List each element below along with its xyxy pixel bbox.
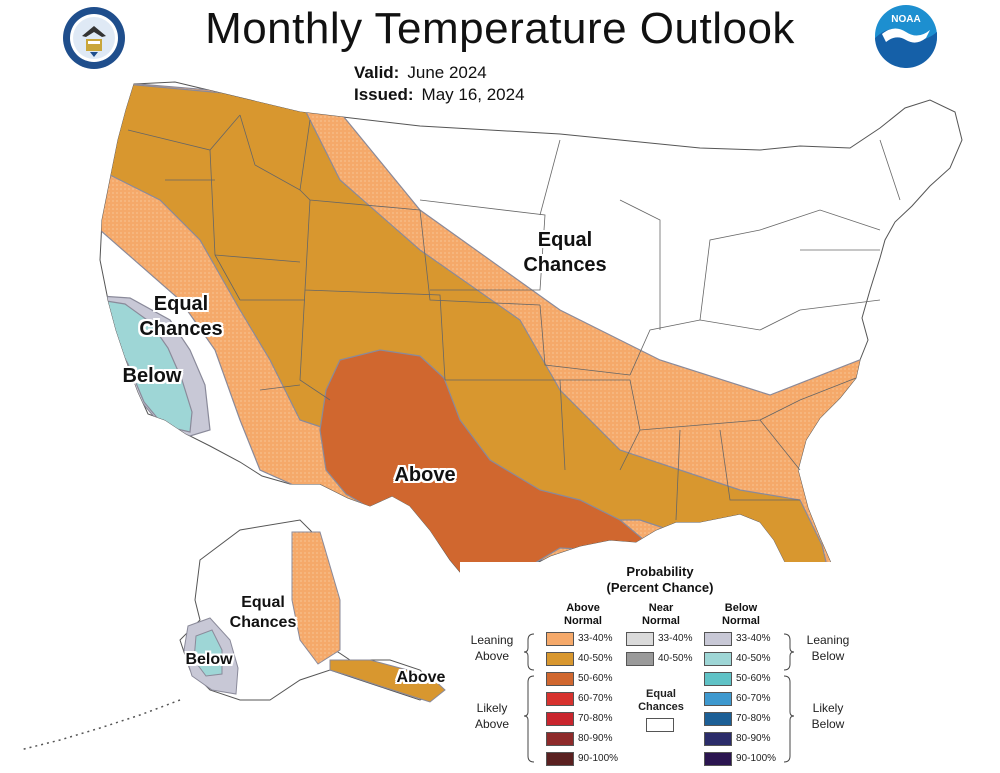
legend-col-above: Above Normal	[564, 602, 602, 627]
legend-above-swatch-60-70	[546, 692, 574, 706]
legend: Probability (Percent Chance) Above Normal …	[460, 562, 860, 772]
legend-below-swatch-80-90	[704, 732, 732, 746]
legend-likely-below: Likely Below	[811, 701, 845, 731]
legend-below-label: 40-50%	[736, 653, 771, 664]
legend-above-swatch-70-80	[546, 712, 574, 726]
department-of-commerce-seal	[63, 7, 125, 69]
legend-above-swatch-50-60	[546, 672, 574, 686]
page-title: Monthly Temperature Outlook	[205, 4, 795, 53]
legend-above-swatch-40-50	[546, 652, 574, 666]
legend-above-label: 50-60%	[578, 673, 613, 684]
legend-leaning-below: Leaning Below	[806, 633, 850, 663]
label-below-west: Below	[122, 365, 182, 387]
legend-below-swatch-60-70	[704, 692, 732, 706]
legend-braces	[523, 633, 795, 763]
legend-near-swatch-40-50	[626, 652, 654, 666]
legend-below-label: 50-60%	[736, 673, 771, 684]
legend-near-swatch-33-40	[626, 632, 654, 646]
legend-below-swatch-33-40	[704, 632, 732, 646]
label-above-alaska: Above	[396, 669, 446, 686]
legend-above-label: 60-70%	[578, 693, 613, 704]
legend-above-label: 90-100%	[578, 753, 619, 764]
label-below-alaska: Below	[185, 651, 233, 668]
label-equal-chances-alaska: Equal Chances	[229, 594, 297, 631]
region-above-40-50-alaska	[329, 659, 446, 703]
label-equal-chances-west: Equal Chances	[139, 293, 223, 340]
legend-below-label: 33-40%	[736, 633, 771, 644]
valid-label: Valid:	[354, 63, 400, 82]
legend-below-swatch-40-50	[704, 652, 732, 666]
legend-below-swatch-50-60	[704, 672, 732, 686]
legend-below-swatch-70-80	[704, 712, 732, 726]
legend-above-label: 40-50%	[578, 653, 613, 664]
issued-label: Issued:	[354, 85, 414, 104]
legend-below-label: 70-80%	[736, 713, 771, 724]
legend-above-label: 80-90%	[578, 733, 613, 744]
legend-above-swatch-33-40	[546, 632, 574, 646]
legend-above-swatch-80-90	[546, 732, 574, 746]
issued-value: May 16, 2024	[421, 85, 525, 104]
valid-value: June 2024	[407, 63, 487, 82]
region-below-40-50-alaska	[193, 629, 223, 677]
label-above-south: Above	[394, 464, 456, 486]
legend-col-below: Below Normal	[722, 602, 760, 627]
legend-above-label: 70-80%	[578, 713, 613, 724]
legend-title: Probability (Percent Chance)	[606, 564, 714, 595]
legend-below-label: 90-100%	[736, 753, 777, 764]
state-boundaries	[127, 114, 901, 521]
alaska	[19, 519, 446, 751]
legend-above-swatch-90-100	[546, 752, 574, 766]
legend-likely-above: Likely Above	[474, 701, 510, 731]
noaa-logo-text: NOAA	[891, 14, 920, 25]
legend-below-label: 60-70%	[736, 693, 771, 704]
aleutian-islands	[19, 699, 181, 751]
legend-near-label: 33-40%	[658, 633, 693, 644]
legend-near-label: 40-50%	[658, 653, 693, 664]
legend-swatch-equal-chances	[646, 718, 674, 732]
label-equal-chances-central: Equal Chances	[523, 229, 607, 276]
legend-below-label: 80-90%	[736, 733, 771, 744]
legend-col-near: Near Normal	[642, 602, 680, 627]
legend-equal-chances: Equal Chances	[638, 688, 684, 713]
legend-below-swatch-90-100	[704, 752, 732, 766]
valid-issued-block: Valid: June 2024 Issued: May 16, 2024	[354, 62, 525, 106]
legend-above-label: 33-40%	[578, 633, 613, 644]
legend-leaning-above: Leaning Above	[470, 633, 514, 663]
noaa-logo: NOAA	[875, 5, 938, 68]
region-above-33-40-alaska	[291, 531, 341, 665]
